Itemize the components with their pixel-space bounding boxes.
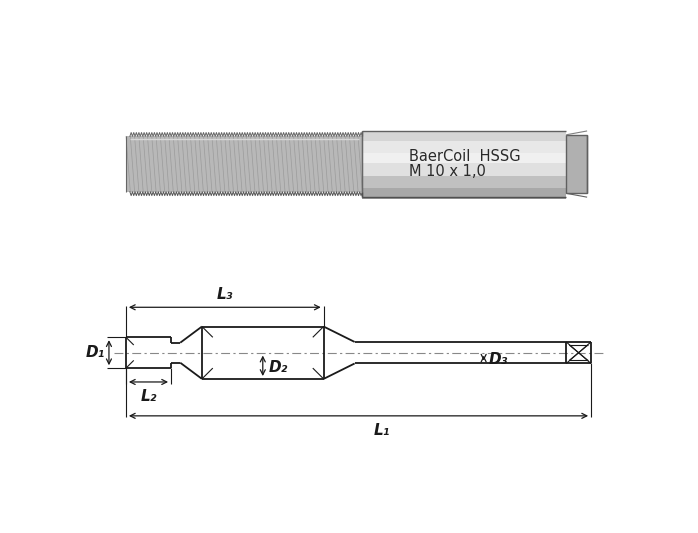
Bar	[362, 141, 566, 153]
Bar	[362, 163, 566, 176]
Bar	[126, 136, 362, 192]
Text: L₂: L₂	[140, 389, 156, 404]
Text: D₃: D₃	[489, 352, 508, 367]
Bar	[566, 135, 587, 193]
Text: D₁: D₁	[86, 345, 105, 360]
Text: L₃: L₃	[216, 287, 233, 302]
Bar	[362, 188, 566, 197]
Bar	[362, 153, 566, 163]
Bar	[362, 192, 566, 199]
Text: BaerCoil  HSSG: BaerCoil HSSG	[409, 149, 521, 164]
Text: D₂: D₂	[269, 360, 288, 375]
Text: L₁: L₁	[373, 423, 390, 438]
Text: M 10 x 1,0: M 10 x 1,0	[409, 164, 486, 179]
Bar	[362, 176, 566, 188]
Bar	[362, 131, 566, 141]
